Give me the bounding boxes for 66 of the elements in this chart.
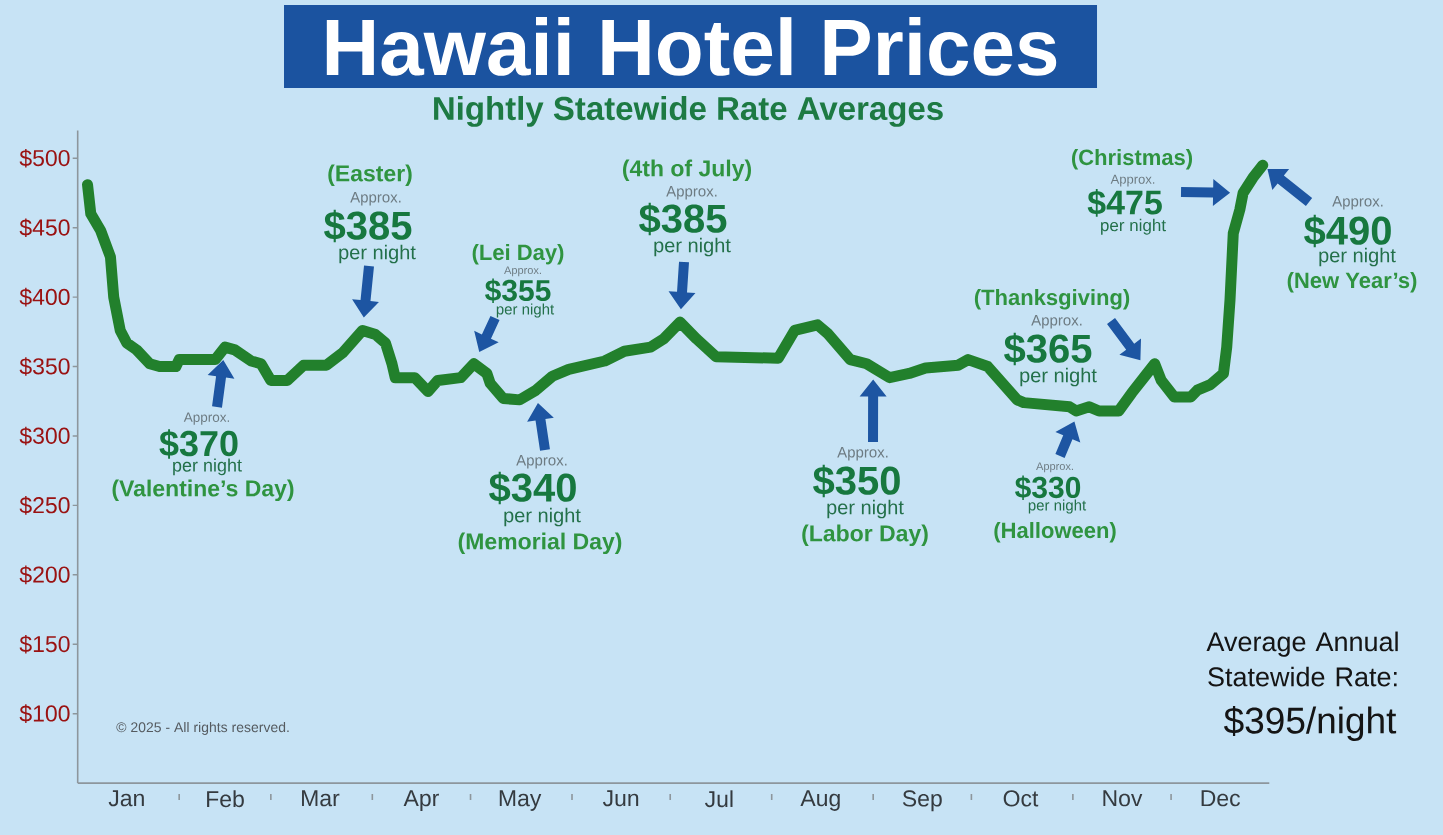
x-tick-label: Feb [207, 790, 244, 808]
annotation: (Labor Day) [802, 524, 928, 547]
annotation: Approx. [516, 455, 567, 469]
annotation: Approx. [666, 186, 717, 200]
x-tick-label: May [499, 790, 542, 811]
text: Approx. [1332, 196, 1383, 210]
chart-subtitle: Nightly Statewide Rate Averages [434, 95, 943, 127]
annotation: (Thanksgiving) [974, 288, 1130, 310]
y-tick-label: $150 [19, 634, 70, 654]
annotation: $475 [1087, 189, 1162, 217]
x-tick-label: Jun [602, 790, 639, 807]
annotation: $370 [159, 429, 238, 459]
annotation: $350 [813, 464, 900, 498]
annotation: $490 [1304, 214, 1391, 248]
annotation: per night [339, 244, 416, 264]
x-tick-label: Jul [704, 790, 733, 808]
annotation: $385 [324, 209, 412, 243]
text: per night [1319, 247, 1396, 267]
y-tick-label: $200 [19, 565, 70, 585]
annotation: $355 [485, 278, 551, 304]
annotation: per night [504, 507, 581, 527]
x-tick-label: Dec [1201, 790, 1241, 807]
annotation: © 2025 - All rights reserved. [116, 721, 289, 735]
annotation: (Valentine’s Day) [112, 479, 294, 502]
y-tick-label: $350 [19, 357, 70, 376]
x-tick-label: Apr [403, 790, 439, 811]
annotation: Approx. [1036, 462, 1073, 473]
annotation: (Christmas) [1071, 148, 1193, 170]
annotation: Approx. [837, 447, 888, 461]
annotation: per night [1101, 218, 1166, 235]
text: (New Year’s) [1287, 271, 1417, 293]
annotation: Average Annual Statewide Rate: [1206, 631, 1398, 687]
x-tick-label: Jan [108, 790, 144, 807]
annotation: Approx. [350, 192, 401, 206]
annotation: per night [173, 458, 242, 476]
annotation: Approx. [504, 266, 541, 277]
annotation: per night [496, 303, 555, 318]
x-tick-label: Aug [800, 790, 840, 811]
x-tick-label: Nov [1103, 790, 1143, 807]
annotation: (4th of July) [622, 159, 752, 182]
annotation: per night [827, 499, 904, 519]
x-tick-label: Mar [302, 790, 340, 807]
y-tick-label: $400 [19, 287, 70, 307]
annotation: (Lei Day) [472, 243, 564, 265]
annotation: (Easter) [328, 164, 412, 187]
annotation: per night [1028, 499, 1087, 514]
y-tick-label: $100 [19, 704, 70, 723]
annotation: (Memorial Day) [458, 532, 622, 555]
annotation: $395/night [1223, 705, 1397, 741]
annotation: $385 [639, 202, 727, 236]
y-tick-label: $250 [19, 496, 70, 515]
annotation: Approx. [1110, 174, 1155, 187]
x-tick-label: Sep [902, 790, 942, 812]
annotation: per night [654, 237, 731, 257]
annotation: (Halloween) [994, 521, 1116, 543]
chart-title: Hawaii Hotel Prices [326, 17, 1057, 76]
y-tick-label: $500 [19, 148, 70, 168]
x-tick-label: Oct [1003, 790, 1039, 807]
y-tick-label: $450 [19, 218, 70, 237]
annotation: Approx. [183, 412, 230, 425]
y-tick-label: $300 [19, 426, 70, 446]
annotation: per night [1020, 367, 1097, 387]
annotation: $340 [489, 471, 576, 505]
annotation: $330 [1015, 475, 1081, 501]
annotation: $365 [1004, 332, 1092, 366]
annotation: Approx. [1031, 315, 1082, 329]
